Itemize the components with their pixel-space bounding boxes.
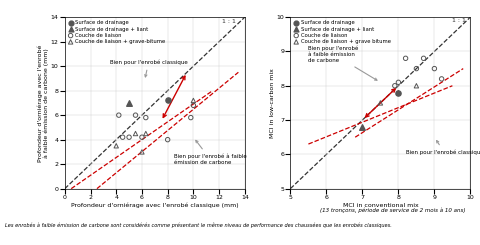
Point	[395, 80, 402, 84]
Point	[412, 67, 420, 71]
Legend: Surface de drainage, Surface de drainage + liant, Couche de liaison, Couche de l: Surface de drainage, Surface de drainage…	[293, 20, 392, 45]
Point	[132, 113, 139, 117]
Point	[391, 84, 398, 88]
Point	[438, 77, 445, 81]
Point	[187, 116, 195, 120]
Point	[431, 67, 438, 71]
Point	[115, 113, 123, 117]
Point	[119, 135, 127, 139]
Point	[190, 103, 197, 107]
Point	[190, 98, 197, 102]
Point	[112, 144, 120, 148]
Point	[138, 135, 146, 139]
Text: Bien pour l'enrobé classique: Bien pour l'enrobé classique	[406, 141, 480, 155]
Point	[395, 91, 402, 95]
Point	[420, 56, 427, 60]
Point	[125, 135, 133, 139]
Point	[164, 138, 171, 142]
X-axis label: MCI in conventional mix: MCI in conventional mix	[343, 203, 418, 208]
Text: Les enrobés à faible émission de carbone sont considérés comme présentant le mêm: Les enrobés à faible émission de carbone…	[5, 223, 392, 228]
Text: (13 tronçons, période de service de 2 mois à 10 ans): (13 tronçons, période de service de 2 mo…	[320, 207, 466, 212]
Point	[402, 56, 409, 60]
Text: Bien pour l'enrobé à faible
émission de carbone: Bien pour l'enrobé à faible émission de …	[174, 140, 247, 165]
Point	[359, 125, 366, 129]
Point	[142, 132, 150, 135]
Text: 1 : 1: 1 : 1	[222, 19, 236, 24]
Text: 1 : 1: 1 : 1	[452, 18, 466, 23]
Point	[395, 91, 402, 95]
X-axis label: Profondeur d'orniérage avec l'enrobé classique (mm): Profondeur d'orniérage avec l'enrobé cla…	[71, 203, 239, 208]
Text: Bien pour l'enrobé
à faible émission
de carbone: Bien pour l'enrobé à faible émission de …	[308, 46, 377, 80]
Text: Bien pour l'enrobé classique: Bien pour l'enrobé classique	[110, 59, 188, 77]
Y-axis label: Profondeur d'orniérage avec l'enrobé
à faible émission de carbone (mm): Profondeur d'orniérage avec l'enrobé à f…	[37, 44, 49, 162]
Point	[376, 101, 384, 105]
Legend: Surface de drainage, Surface de drainage + liant, Couche de liaison, Couche de l: Surface de drainage, Surface de drainage…	[67, 20, 166, 45]
Y-axis label: MCI in low-carbon mix: MCI in low-carbon mix	[270, 68, 275, 138]
Point	[132, 132, 139, 135]
Point	[125, 101, 133, 105]
Point	[412, 84, 420, 88]
Point	[142, 116, 150, 120]
Point	[164, 98, 171, 102]
Point	[138, 150, 146, 154]
